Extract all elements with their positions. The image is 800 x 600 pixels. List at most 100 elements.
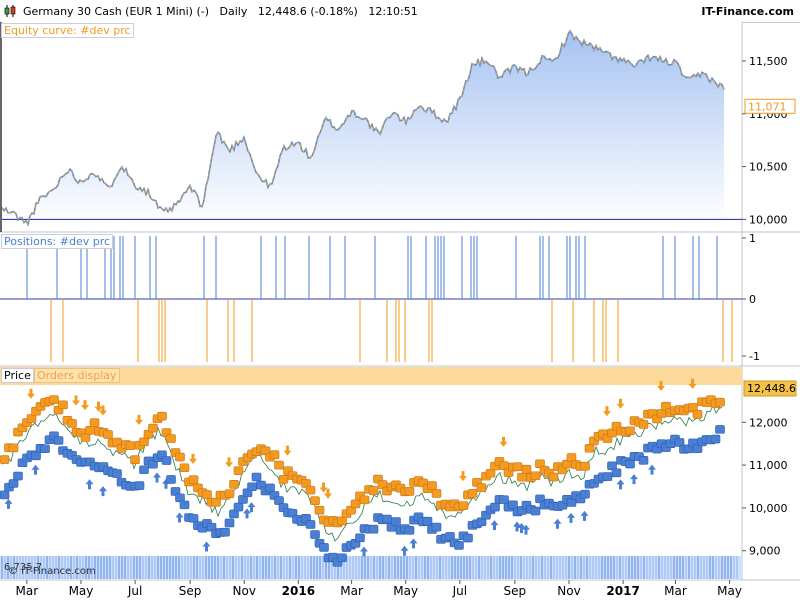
orders-display-label[interactable]: Orders display	[34, 368, 120, 383]
buy-arrow-icon	[517, 523, 526, 534]
sell-order-marker	[337, 516, 347, 526]
buy-order-marker	[422, 516, 433, 526]
buy-order-marker	[508, 500, 518, 510]
buy-order-marker	[368, 524, 379, 534]
buy-order-marker	[638, 456, 649, 465]
buy-order-marker	[580, 489, 590, 499]
buy-order-marker	[224, 518, 235, 528]
sell-order-marker	[625, 426, 635, 436]
sell-order-marker	[350, 499, 361, 509]
x-tick-label: Mar	[340, 584, 363, 598]
sell-arrow-icon	[27, 388, 35, 399]
buy-arrow-icon	[243, 508, 251, 519]
equity-ytick-label: 10,000	[749, 213, 788, 226]
sell-order-marker	[211, 498, 221, 507]
buy-order-marker	[391, 517, 401, 526]
buy-order-marker	[40, 444, 50, 454]
orders-display-band	[0, 367, 742, 385]
sell-order-marker	[368, 486, 379, 495]
buy-order-marker	[31, 451, 41, 461]
chart-canvas[interactable]: Mar May Jul Sep Nov 2016 Mar May Jul Sep Nov 2017 Ma…	[0, 22, 800, 600]
sell-order-marker	[512, 462, 523, 471]
buy-arrow-icon	[4, 498, 13, 509]
clock-time: 12:10:51	[368, 4, 418, 18]
sell-order-marker	[188, 475, 199, 484]
buy-order-marker	[13, 471, 23, 481]
sell-arrow-icon	[81, 400, 89, 411]
x-tick-label: Sep	[179, 584, 202, 598]
sell-arrow-icon	[459, 471, 467, 482]
equity-ytick-label: 11,500	[749, 55, 788, 68]
sell-order-marker	[431, 489, 442, 498]
sell-order-marker	[580, 461, 590, 471]
buy-order-marker	[382, 514, 392, 524]
sell-order-marker	[467, 489, 478, 498]
last-price-badge	[743, 380, 797, 397]
buy-order-marker	[265, 483, 275, 493]
sell-order-marker	[458, 501, 469, 510]
sell-arrow-icon	[72, 395, 80, 406]
buy-order-marker	[139, 465, 149, 475]
sell-arrow-icon	[319, 482, 328, 493]
x-tick-label: 2017	[606, 584, 639, 598]
sell-order-marker	[130, 455, 140, 465]
sell-order-marker	[692, 410, 703, 419]
buy-order-marker	[404, 526, 415, 535]
buy-arrow-icon	[616, 479, 625, 490]
sell-order-marker	[530, 471, 541, 481]
equity-curve	[1, 29, 742, 227]
buy-arrow-icon	[153, 472, 161, 483]
sell-order-marker	[584, 443, 595, 453]
buy-arrow-icon	[31, 464, 40, 475]
sell-arrow-icon	[657, 380, 665, 391]
sell-order-marker	[89, 418, 100, 428]
buy-order-marker	[134, 481, 145, 490]
x-tick-label: May	[69, 584, 94, 598]
price-line	[1, 404, 723, 542]
buy-order-marker	[305, 520, 316, 529]
buy-arrow-icon	[99, 486, 107, 497]
buy-order-marker	[499, 495, 509, 504]
sell-order-marker	[125, 441, 136, 450]
buy-order-marker	[247, 482, 257, 492]
sell-order-marker	[49, 395, 59, 404]
timeframe-label[interactable]: Daily	[219, 4, 248, 18]
buy-order-marker	[233, 502, 244, 512]
price-ytick-label: 9,000	[749, 545, 781, 558]
buy-arrow-icon	[85, 479, 94, 490]
instrument-name: Germany 30 Cash (EUR 1 Mini) (-)	[23, 4, 210, 18]
buy-arrow-icon	[490, 520, 499, 531]
candlestick-icon[interactable]	[3, 4, 17, 18]
sell-order-marker	[85, 426, 95, 435]
buy-order-marker	[179, 500, 190, 510]
buy-order-marker	[463, 533, 473, 543]
buy-order-marker	[355, 533, 365, 543]
x-tick-label: Jul	[452, 584, 467, 598]
sell-order-marker	[517, 472, 527, 482]
sell-order-marker	[233, 466, 244, 475]
buy-order-marker	[0, 490, 10, 500]
positions-panel-label: Positions: #dev prc	[1, 234, 114, 249]
buy-order-marker	[490, 502, 500, 512]
brand-label: IT-Finance.com	[701, 4, 794, 18]
x-tick-label: May	[393, 584, 418, 598]
x-axis: Mar May Jul Sep Nov 2016 Mar May Jul Sep Nov 2017 Ma…	[16, 580, 742, 598]
chart-header: Germany 30 Cash (EUR 1 Mini) (-) Daily 1…	[0, 0, 800, 23]
sell-order-marker	[58, 400, 68, 410]
sell-order-marker	[67, 419, 77, 428]
last-price: 12,448.6 (-0.18%)	[257, 4, 358, 18]
x-tick-label: May	[717, 584, 742, 598]
sell-arrow-icon	[99, 405, 107, 416]
watermark: © IT-Finance.com	[8, 566, 96, 577]
sell-order-marker	[314, 505, 325, 515]
sell-arrow-icon	[324, 488, 332, 499]
sell-arrow-icon	[603, 406, 611, 417]
sell-order-marker	[638, 420, 649, 429]
sell-order-marker	[521, 464, 532, 474]
sell-order-marker	[229, 479, 239, 489]
buy-order-marker	[602, 472, 613, 481]
sell-order-marker	[359, 495, 370, 505]
buy-arrow-icon	[409, 538, 418, 549]
sell-order-marker	[269, 450, 280, 460]
